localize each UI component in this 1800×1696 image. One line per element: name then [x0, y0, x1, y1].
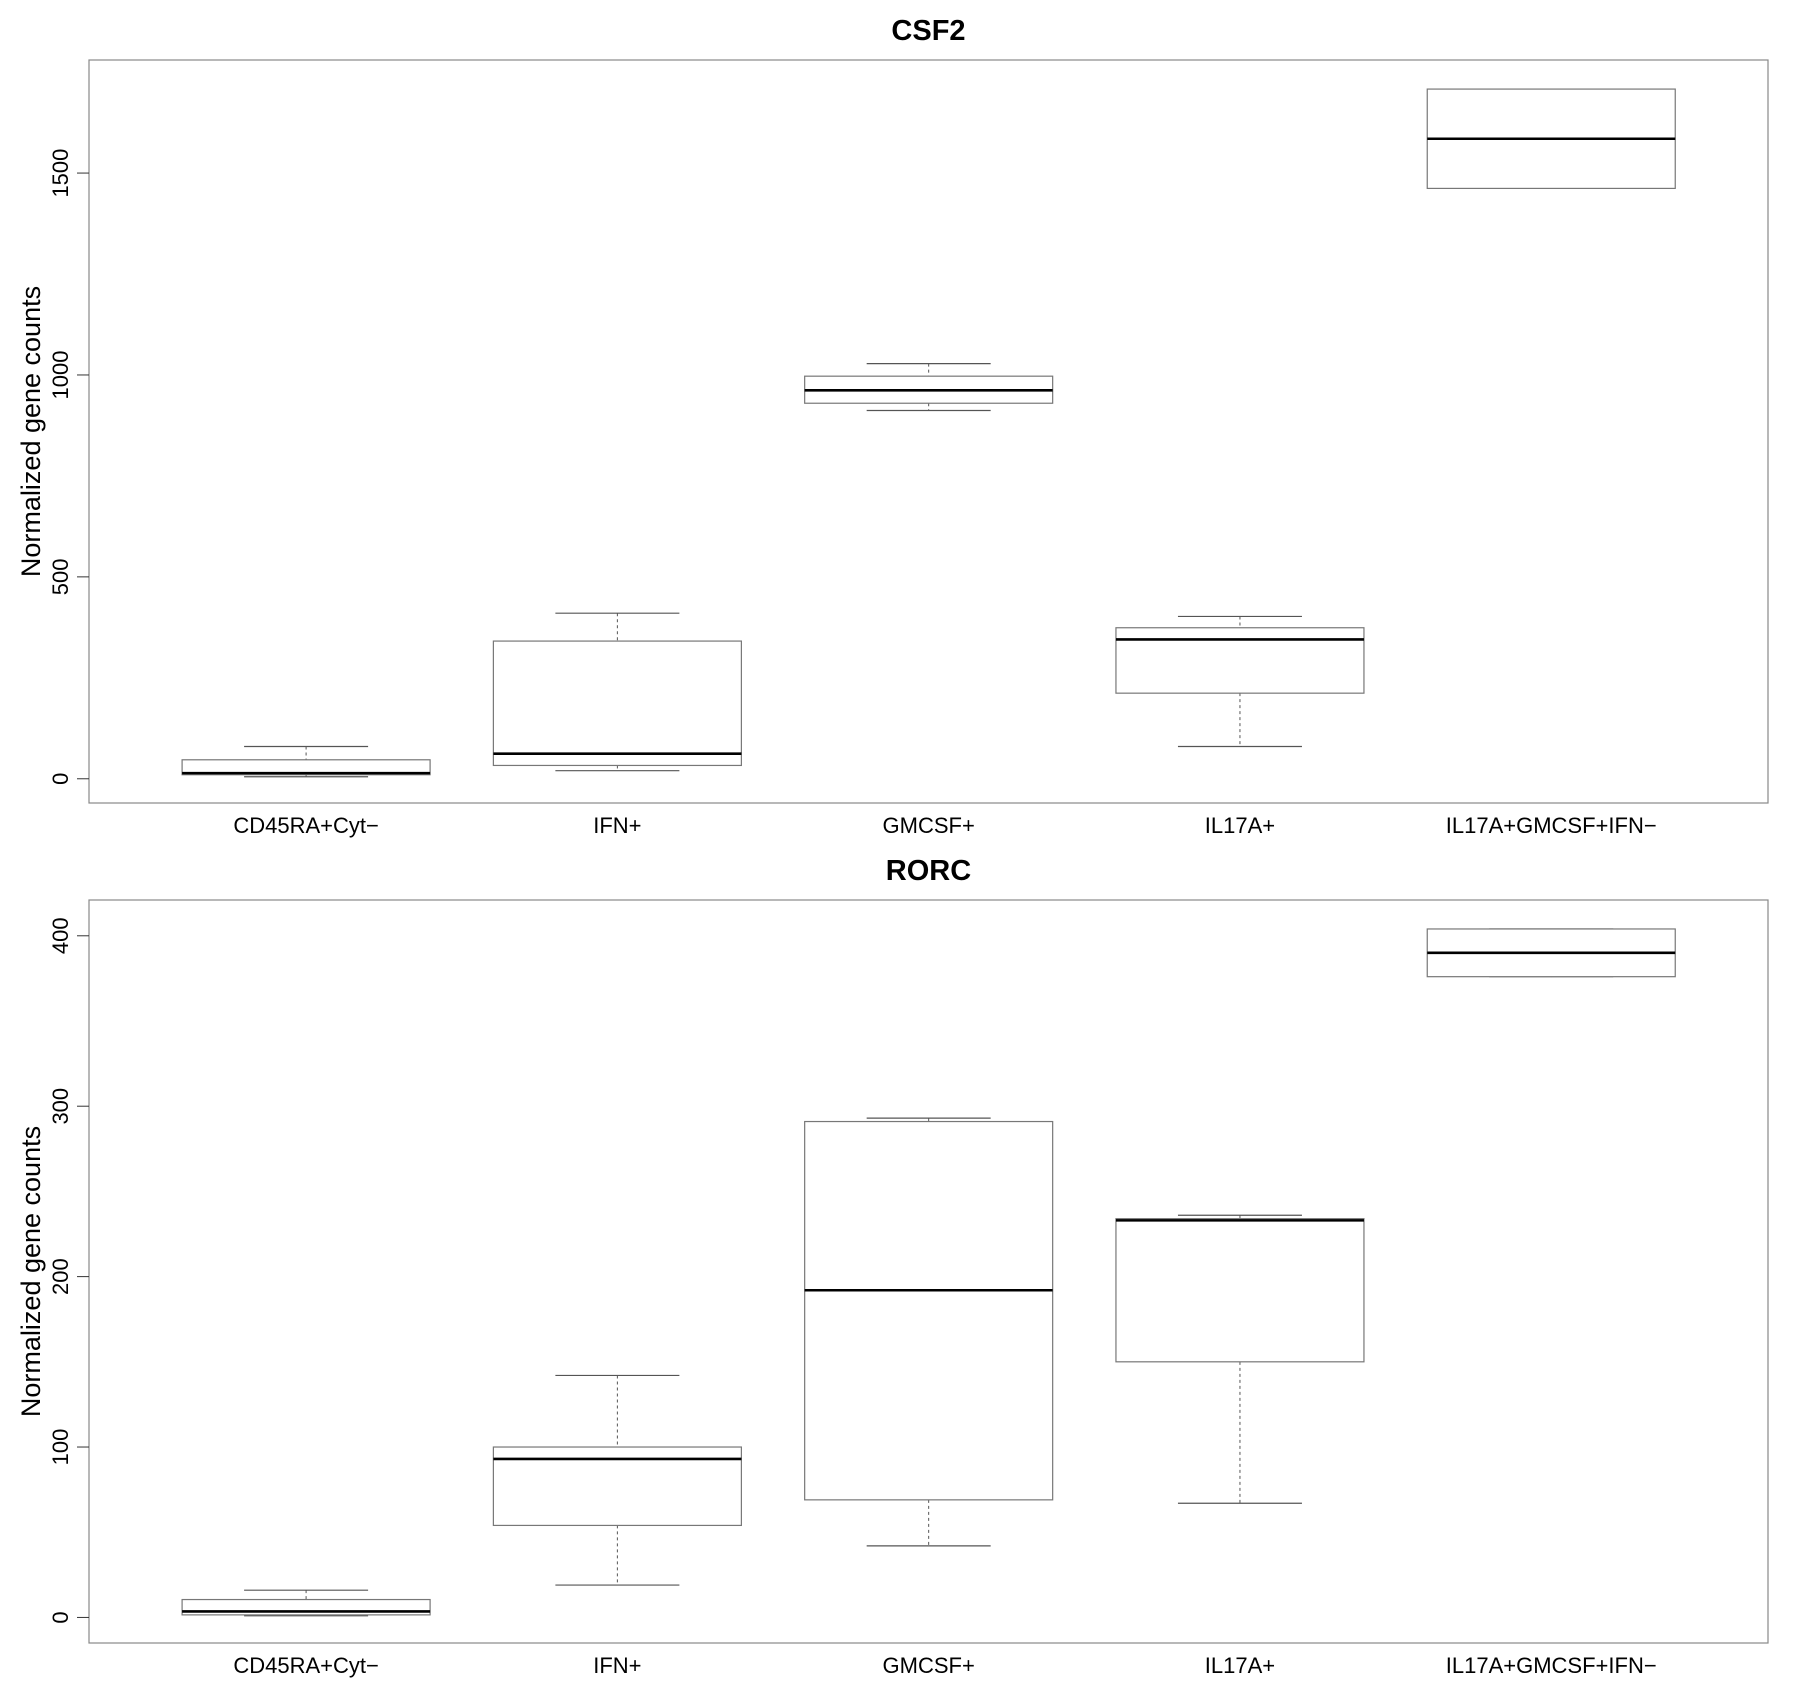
y-axis-label: Normalized gene counts [16, 1126, 46, 1417]
chart-title: RORC [886, 855, 971, 887]
box-IFN+ [492, 1374, 742, 1586]
box-IL17A+ [1115, 1214, 1365, 1504]
box-CD45RA+Cyt− [181, 745, 431, 778]
x-tick-label: IL17A+ [1205, 813, 1275, 838]
y-tick-label: 200 [48, 1258, 73, 1295]
iqr-box [1115, 627, 1365, 694]
y-tick-label: 0 [48, 773, 73, 785]
y-axis-label: Normalized gene counts [16, 286, 46, 577]
x-tick-label: GMCSF+ [883, 813, 975, 838]
box-IL17A+GMCSF+IFN− [1426, 88, 1676, 190]
y-tick-label: 1000 [48, 350, 73, 399]
x-tick-label: IFN+ [593, 1653, 641, 1678]
y-tick-label: 100 [48, 1429, 73, 1466]
x-tick-label: CD45RA+Cyt− [233, 1653, 379, 1678]
chart-panel-rorc: RORC Normalized gene counts 0 100 200 300 400 C… [16, 855, 1769, 1678]
box-IL17A+GMCSF+IFN− [1426, 928, 1676, 978]
iqr-box [181, 759, 431, 776]
x-tick-label: GMCSF+ [883, 1653, 975, 1678]
y-tick-label: 300 [48, 1088, 73, 1125]
box-CD45RA+Cyt− [181, 1589, 431, 1617]
x-tick-label: IL17A+GMCSF+IFN− [1446, 1653, 1657, 1678]
x-tick-label: IFN+ [593, 813, 641, 838]
chart-panel-csf2: CSF2 Normalized gene counts 0 500 1000 1500 CD… [16, 15, 1769, 838]
y-tick-label: 500 [48, 559, 73, 596]
iqr-box [492, 640, 742, 767]
iqr-box [804, 1120, 1054, 1501]
x-tick-label: CD45RA+Cyt− [233, 813, 379, 838]
x-tick-label: IL17A+ [1205, 1653, 1275, 1678]
y-tick-label: 1500 [48, 149, 73, 198]
box-GMCSF+ [804, 363, 1054, 412]
x-tick-label: IL17A+GMCSF+IFN− [1446, 813, 1657, 838]
box-IL17A+ [1115, 615, 1365, 748]
plot-frame [88, 59, 1769, 804]
y-tick-label: 400 [48, 917, 73, 954]
box-GMCSF+ [804, 1117, 1054, 1547]
chart-title: CSF2 [891, 15, 965, 47]
y-tick-label: 0 [48, 1611, 73, 1623]
iqr-box [1115, 1218, 1365, 1363]
box-IFN+ [492, 612, 742, 772]
plot-frame [88, 899, 1769, 1644]
